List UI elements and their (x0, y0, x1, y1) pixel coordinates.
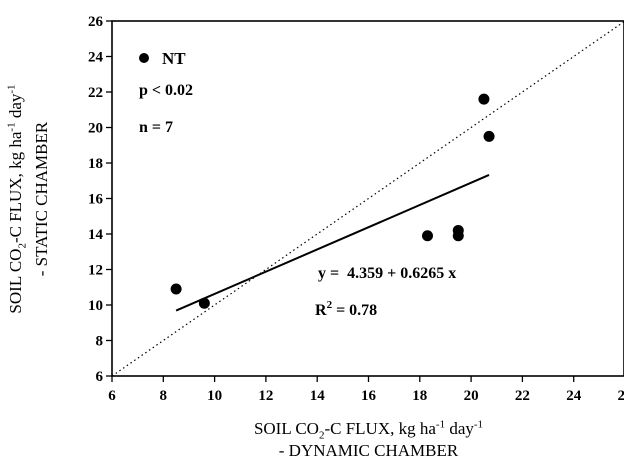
p-value-label: p < 0.02 (139, 82, 193, 99)
y-axis-label-pre: SOIL CO (6, 248, 25, 314)
legend-marker (139, 53, 149, 63)
x-axis-label-sub: 2 (318, 429, 325, 442)
data-point-4 (452, 230, 464, 242)
axes: 6 8 10 12 14 16 18 20 22 24 26 6 8 10 12 14 16 18 20 22 24 26 (88, 14, 624, 404)
x-tick-label-9: 24 (566, 388, 582, 404)
y-tick-label-10: 26 (88, 14, 104, 30)
legend-label: NT (162, 49, 186, 68)
x-tick-label-0: 6 (108, 388, 116, 404)
y-axis-label-sup1: -1 (5, 122, 18, 132)
x-axis-label-sup2: -1 (473, 418, 484, 431)
data-point-1 (198, 297, 210, 309)
y-tick-label-4: 14 (88, 227, 104, 243)
y-tick-label-9: 24 (88, 50, 104, 66)
r-squared-sup: 2 (327, 299, 333, 311)
identity-line-group (111, 20, 624, 377)
y-axis-label-mid2: day (6, 93, 25, 123)
identity-line (111, 20, 624, 377)
r-squared-label: R2 = 0.78 (315, 299, 377, 319)
x-tick-label-1: 8 (160, 388, 168, 404)
y-axis-label: SOIL CO2-C FLUX, kg ha-1 day-1 (5, 19, 29, 379)
y-tick-label-3: 12 (88, 263, 103, 279)
annotations: NT p < 0.02 n = 7 y = 4.359 + 0.6265 x R… (139, 49, 456, 319)
y-tick-label-1: 8 (96, 334, 104, 350)
x-axis-label-sup1: -1 (435, 418, 446, 431)
y-tick-label-7: 20 (88, 121, 103, 137)
data-point-0 (170, 283, 182, 295)
y-tick-label-2: 10 (88, 298, 103, 314)
data-point-2 (421, 230, 433, 242)
data-points (170, 93, 495, 309)
y-axis-label-sup2: -1 (5, 84, 18, 94)
x-axis-label: SOIL CO2-C FLUX, kg ha-1 day-1 (112, 418, 624, 442)
data-point-6 (483, 130, 495, 142)
y-tick-label-5: 16 (88, 192, 104, 208)
x-axis-label-mid: -C FLUX, kg ha (324, 419, 436, 438)
regression-line-group (175, 174, 490, 312)
x-tick-label-3: 12 (258, 388, 273, 404)
regression-line (175, 174, 490, 312)
x-tick-label-4: 14 (310, 388, 326, 404)
r-squared-value: = 0.78 (332, 302, 377, 319)
n-label: n = 7 (139, 119, 173, 136)
x-axis-label-pre: SOIL CO (253, 419, 319, 438)
x-tick-label-7: 20 (464, 388, 479, 404)
x-tick-label-5: 16 (361, 388, 377, 404)
x-tick-label-2: 10 (207, 388, 222, 404)
y-axis-label-mid: -C FLUX, kg ha (6, 131, 25, 244)
x-tick-label-10: 26 (618, 388, 624, 404)
x-tick-label-8: 22 (515, 388, 530, 404)
y-tick-label-8: 22 (88, 85, 103, 101)
y-axis-label-line2: - STATIC CHAMBER (32, 121, 51, 277)
x-axis-label-mid2: day (445, 419, 474, 438)
x-axis-label-line2: - DYNAMIC CHAMBER (278, 441, 459, 460)
x-tick-label-6: 18 (412, 388, 427, 404)
regression-equation: y = 4.359 + 0.6265 x (318, 265, 456, 282)
y-tick-label-0: 6 (96, 369, 104, 385)
data-point-5 (478, 93, 490, 105)
y-axis-label-sub: 2 (16, 243, 29, 249)
y-tick-label-6: 18 (88, 156, 103, 172)
r-squared-prefix: R (315, 302, 327, 319)
